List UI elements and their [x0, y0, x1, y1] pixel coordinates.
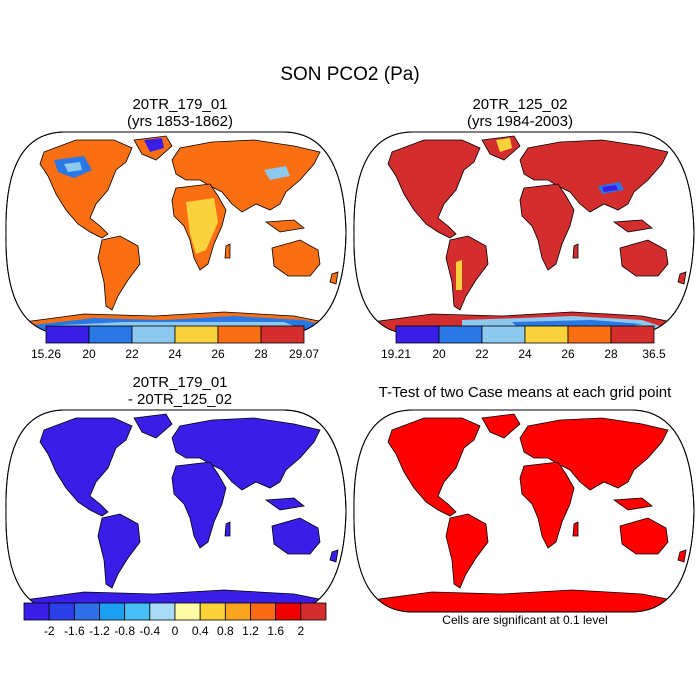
cbar-3-swatch	[124, 602, 151, 621]
cbar-3-swatch	[23, 602, 50, 621]
cbar-3-swatch	[224, 602, 251, 621]
cbar-1-swatch	[174, 325, 219, 344]
map-1-title-line1: 20TR_179_01	[132, 96, 228, 113]
cbar-1-swatch	[260, 325, 305, 344]
cbar-1-tick-label: 15.26	[31, 347, 61, 361]
cbar-3-swatch	[174, 602, 201, 621]
cbar-3-swatch	[300, 602, 327, 621]
cbar-3-tick-label: 0.4	[192, 624, 209, 638]
colorbar-2: 19.21 20 22 24 26 28 36.5	[381, 325, 666, 361]
cbar-1-tick-label: 24	[168, 347, 182, 361]
map-2-title: 20TR_125_02 (yrs 1984-2003)	[380, 96, 660, 130]
map-4-title: T-Test of two Case means at each grid po…	[378, 384, 672, 401]
map-3	[5, 409, 347, 613]
map-2-title-line1: 20TR_125_02	[472, 96, 568, 113]
map-1-title-line2: (yrs 1853-1862)	[127, 113, 233, 130]
map-3-title-line1: 20TR_179_01	[132, 374, 228, 391]
cbar-2-swatch	[395, 325, 440, 344]
cbar-3-tick-label: -1.6	[64, 624, 85, 638]
cbar-1-tick-label: 22	[125, 347, 139, 361]
cbar-3-swatch	[48, 602, 75, 621]
cbar-3-tick-label: 0	[172, 624, 179, 638]
map-1	[5, 131, 347, 335]
map-1-title: 20TR_179_01 (yrs 1853-1862)	[40, 96, 320, 130]
cbar-2-swatch	[481, 325, 526, 344]
cbar-3-swatch	[149, 602, 176, 621]
cbar-2-tick-label: 36.5	[642, 347, 666, 361]
cbar-1-swatch	[88, 325, 133, 344]
cbar-1-tick-label: 20	[82, 347, 96, 361]
cbar-3-tick-label: -2	[44, 624, 55, 638]
cbar-2-tick-label: 24	[518, 347, 532, 361]
colorbar-1: 15.26 20 22 24 26 28 29.07	[31, 325, 319, 361]
cbar-1-swatch	[217, 325, 262, 344]
cbar-3-swatch	[73, 602, 100, 621]
cbar-3-swatch	[275, 602, 302, 621]
significance-note: Cells are significant at 0.1 level	[442, 613, 608, 627]
cbar-2-swatch	[524, 325, 569, 344]
cbar-2-tick-label: 22	[475, 347, 489, 361]
cbar-2-tick-label: 19.21	[381, 347, 411, 361]
cbar-1-swatch	[131, 325, 176, 344]
cbar-3-swatch	[199, 602, 226, 621]
map-2-title-line2: (yrs 1984-2003)	[467, 113, 573, 130]
cbar-3-tick-label: 1.6	[267, 624, 284, 638]
cbar-3-tick-label: -0.4	[139, 624, 160, 638]
cbar-2-tick-label: 20	[432, 347, 446, 361]
map-3-title-line2: - 20TR_125_02	[127, 391, 233, 408]
cbar-1-tick-label: 29.07	[289, 347, 319, 361]
map-3-title: 20TR_179_01 - 20TR_125_02	[40, 374, 320, 408]
cbar-2-tick-label: 28	[604, 347, 618, 361]
cbar-2-swatch	[567, 325, 612, 344]
cbar-2-swatch	[610, 325, 655, 344]
cbar-1-swatch	[45, 325, 90, 344]
colorbar-3: -2 -1.6 -1.2 -0.8 -0.4 0 0.4 0.8 1.2 1.6 2	[23, 602, 327, 638]
cbar-3-tick-label: 1.2	[242, 624, 259, 638]
map-2	[353, 131, 695, 335]
map-4	[353, 409, 695, 613]
cbar-1-tick-label: 28	[254, 347, 268, 361]
cbar-3-tick-label: 2	[297, 624, 304, 638]
cbar-3-tick-label: 0.8	[217, 624, 234, 638]
cbar-2-swatch	[438, 325, 483, 344]
cbar-1-tick-label: 26	[211, 347, 225, 361]
cbar-3-swatch	[250, 602, 277, 621]
cbar-2-tick-label: 26	[561, 347, 575, 361]
cbar-3-tick-label: -1.2	[89, 624, 110, 638]
cbar-3-tick-label: -0.8	[114, 624, 135, 638]
cbar-3-swatch	[99, 602, 126, 621]
figure-title: SON PCO2 (Pa)	[280, 64, 420, 85]
